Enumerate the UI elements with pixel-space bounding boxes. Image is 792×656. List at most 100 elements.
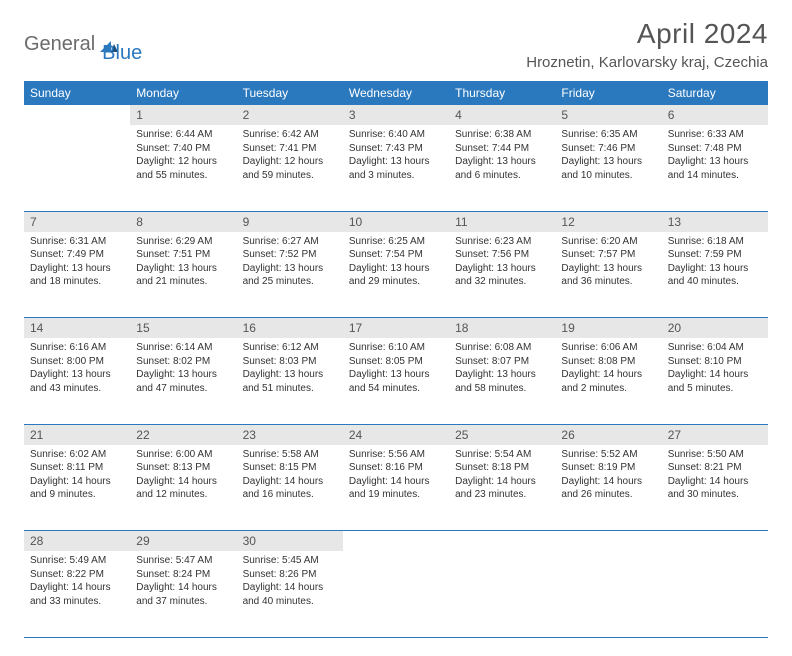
daynum-row: 14151617181920 <box>24 318 768 339</box>
sunrise-text: Sunrise: 5:52 AM <box>561 448 655 462</box>
weekday-header: Wednesday <box>343 81 449 105</box>
day-number: 9 <box>237 212 343 232</box>
sunrise-text: Sunrise: 6:44 AM <box>136 128 230 142</box>
daylight-text: Daylight: 14 hours <box>243 475 337 489</box>
day-cell: Sunrise: 6:00 AMSunset: 8:13 PMDaylight:… <box>130 445 236 531</box>
daylight-text: Daylight: 14 hours <box>243 581 337 595</box>
daylight-text: Daylight: 13 hours <box>349 262 443 276</box>
daylight-text: Daylight: 13 hours <box>243 368 337 382</box>
week-row: Sunrise: 6:02 AMSunset: 8:11 PMDaylight:… <box>24 445 768 531</box>
day-cell <box>662 551 768 637</box>
daylight-text: Daylight: 13 hours <box>561 262 655 276</box>
day-cell: Sunrise: 6:06 AMSunset: 8:08 PMDaylight:… <box>555 338 661 424</box>
sunset-text: Sunset: 8:08 PM <box>561 355 655 369</box>
sunset-text: Sunset: 8:07 PM <box>455 355 549 369</box>
sunrise-text: Sunrise: 5:56 AM <box>349 448 443 462</box>
daylight-text: Daylight: 14 hours <box>136 475 230 489</box>
daylight-text: Daylight: 12 hours <box>136 155 230 169</box>
day-details: Sunrise: 6:20 AMSunset: 7:57 PMDaylight:… <box>555 232 661 295</box>
day-details: Sunrise: 6:12 AMSunset: 8:03 PMDaylight:… <box>237 338 343 401</box>
day-cell: Sunrise: 6:20 AMSunset: 7:57 PMDaylight:… <box>555 232 661 318</box>
day-cell: Sunrise: 6:29 AMSunset: 7:51 PMDaylight:… <box>130 232 236 318</box>
day-cell: Sunrise: 5:54 AMSunset: 8:18 PMDaylight:… <box>449 445 555 531</box>
week-row: Sunrise: 6:31 AMSunset: 7:49 PM Daylight:… <box>24 232 768 318</box>
daylight-text: and 30 minutes. <box>668 488 762 502</box>
day-details: Sunrise: 5:47 AMSunset: 8:24 PMDaylight:… <box>130 551 236 614</box>
sunset-text: Sunset: 7:57 PM <box>561 248 655 262</box>
day-cell: Sunrise: 6:08 AMSunset: 8:07 PMDaylight:… <box>449 338 555 424</box>
day-number: 25 <box>449 425 555 445</box>
sunset-text: Sunset: 7:49 PM <box>30 248 124 262</box>
day-number <box>662 531 768 537</box>
day-number: 16 <box>237 318 343 338</box>
sunrise-text: Sunrise: 6:40 AM <box>349 128 443 142</box>
day-details: Sunrise: 5:56 AMSunset: 8:16 PMDaylight:… <box>343 445 449 508</box>
sunrise-text: Sunrise: 6:31 AM <box>30 235 124 249</box>
day-cell: Sunrise: 6:27 AMSunset: 7:52 PMDaylight:… <box>237 232 343 318</box>
daylight-text: Daylight: 14 hours <box>561 368 655 382</box>
day-details: Sunrise: 6:10 AMSunset: 8:05 PMDaylight:… <box>343 338 449 401</box>
day-cell: Sunrise: 6:35 AMSunset: 7:46 PMDaylight:… <box>555 125 661 211</box>
daylight-text: Daylight: 13 hours <box>455 368 549 382</box>
day-number <box>343 531 449 537</box>
sunrise-text: Sunrise: 5:50 AM <box>668 448 762 462</box>
day-cell: Sunrise: 6:10 AMSunset: 8:05 PMDaylight:… <box>343 338 449 424</box>
weekday-header: Monday <box>130 81 236 105</box>
sunset-text: Sunset: 7:56 PM <box>455 248 549 262</box>
sunrise-text: Sunrise: 6:08 AM <box>455 341 549 355</box>
day-number <box>449 531 555 537</box>
daylight-text: and 58 minutes. <box>455 382 549 396</box>
daylight-text: Daylight: 13 hours <box>243 262 337 276</box>
day-cell: Sunrise: 6:44 AMSunset: 7:40 PMDaylight:… <box>130 125 236 211</box>
daylight-text: Daylight: 13 hours <box>561 155 655 169</box>
day-number: 6 <box>662 105 768 125</box>
sunrise-text: Sunrise: 6:06 AM <box>561 341 655 355</box>
day-details: Sunrise: 6:02 AMSunset: 8:11 PMDaylight:… <box>24 445 130 508</box>
week-row: Sunrise: 6:16 AMSunset: 8:00 PMDaylight:… <box>24 338 768 424</box>
week-row: Sunrise: 6:44 AMSunset: 7:40 PMDaylight:… <box>24 125 768 211</box>
daylight-text: and 19 minutes. <box>349 488 443 502</box>
sunset-text: Sunset: 7:41 PM <box>243 142 337 156</box>
daylight-text: and 9 minutes. <box>30 488 124 502</box>
weekday-header: Friday <box>555 81 661 105</box>
daylight-text: Daylight: 13 hours <box>455 262 549 276</box>
day-number: 28 <box>24 531 130 551</box>
day-details: Sunrise: 5:50 AMSunset: 8:21 PMDaylight:… <box>662 445 768 508</box>
sunset-text: Sunset: 8:03 PM <box>243 355 337 369</box>
sunset-text: Sunset: 8:16 PM <box>349 461 443 475</box>
sunrise-text: Sunrise: 5:54 AM <box>455 448 549 462</box>
day-cell: Sunrise: 5:58 AMSunset: 8:15 PMDaylight:… <box>237 445 343 531</box>
day-details: Sunrise: 6:23 AMSunset: 7:56 PMDaylight:… <box>449 232 555 295</box>
logo-text-general: General <box>24 33 95 56</box>
day-number: 12 <box>555 212 661 232</box>
day-number: 24 <box>343 425 449 445</box>
day-number: 19 <box>555 318 661 338</box>
day-cell <box>343 551 449 637</box>
daynum-row: 123456 <box>24 105 768 125</box>
day-cell: Sunrise: 6:14 AMSunset: 8:02 PMDaylight:… <box>130 338 236 424</box>
daylight-text: and 55 minutes. <box>136 169 230 183</box>
day-details: Sunrise: 5:45 AMSunset: 8:26 PMDaylight:… <box>237 551 343 614</box>
sunrise-text: Sunrise: 5:45 AM <box>243 554 337 568</box>
title-block: April 2024 Hroznetin, Karlovarsky kraj, … <box>526 18 768 71</box>
day-number: 23 <box>237 425 343 445</box>
day-details: Sunrise: 5:49 AMSunset: 8:22 PMDaylight:… <box>24 551 130 614</box>
sunrise-text: Sunrise: 6:12 AM <box>243 341 337 355</box>
calendar-table: Sunday Monday Tuesday Wednesday Thursday… <box>24 81 768 638</box>
day-cell: Sunrise: 5:56 AMSunset: 8:16 PMDaylight:… <box>343 445 449 531</box>
day-details: Sunrise: 6:16 AMSunset: 8:00 PMDaylight:… <box>24 338 130 401</box>
daylight-text: Daylight: 14 hours <box>30 581 124 595</box>
daylight-text: and 21 minutes. <box>136 275 230 289</box>
sunrise-text: Sunrise: 6:38 AM <box>455 128 549 142</box>
daylight-text: Daylight: 14 hours <box>455 475 549 489</box>
logo-text-blue: Blue <box>102 24 142 65</box>
day-cell: Sunrise: 6:25 AMSunset: 7:54 PMDaylight:… <box>343 232 449 318</box>
day-number <box>24 105 130 111</box>
sunset-text: Sunset: 7:48 PM <box>668 142 762 156</box>
sunrise-text: Sunrise: 6:00 AM <box>136 448 230 462</box>
sunrise-text: Sunrise: 5:58 AM <box>243 448 337 462</box>
weekday-header: Thursday <box>449 81 555 105</box>
day-details: Sunrise: 6:04 AMSunset: 8:10 PMDaylight:… <box>662 338 768 401</box>
day-number: 5 <box>555 105 661 125</box>
daynum-row: 21222324252627 <box>24 424 768 445</box>
